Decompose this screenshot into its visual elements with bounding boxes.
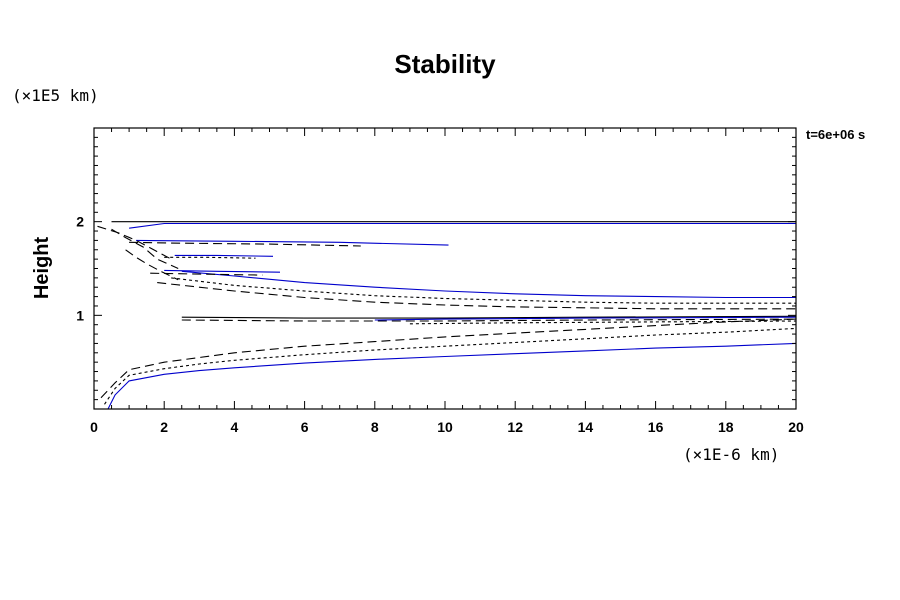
series-line-19 [111, 228, 179, 270]
series-line-9 [374, 316, 797, 321]
x-tick-label: 18 [718, 419, 734, 435]
x-tick-label: 14 [578, 419, 594, 435]
series-line-6 [171, 277, 796, 304]
y-tick-label: 2 [76, 214, 84, 230]
x-axis-units: (×1E-6 km) [683, 445, 779, 464]
series-line-17 [150, 272, 263, 276]
series-line-13 [129, 241, 361, 247]
series-line-12 [136, 239, 449, 246]
x-tick-label: 6 [301, 419, 309, 435]
series-line-1 [129, 222, 796, 229]
x-tick-label: 16 [648, 419, 664, 435]
x-tick-label: 12 [507, 419, 523, 435]
series-line-20 [125, 249, 179, 281]
x-tick-label: 4 [231, 419, 239, 435]
series-line-4 [100, 318, 797, 399]
series-line-18 [97, 225, 172, 260]
x-tick-label: 8 [371, 419, 379, 435]
series-line-15 [164, 256, 256, 259]
series-line-16 [164, 269, 281, 273]
series-line-5 [181, 270, 796, 299]
x-tick-label: 0 [90, 419, 98, 435]
y-axis-label: Height [31, 237, 53, 300]
x-tick-label: 20 [788, 419, 804, 435]
series-line-7 [157, 282, 796, 310]
plot-lines [97, 221, 797, 410]
x-tick-label: 2 [160, 419, 168, 435]
series-line-11 [409, 320, 797, 325]
axis-ticks [93, 127, 797, 410]
y-axis-units: (×1E5 km) [12, 86, 99, 105]
y-tick-label: 1 [76, 307, 84, 323]
series-line-8 [181, 315, 797, 319]
series-line-3 [104, 327, 797, 405]
plot-frame [93, 127, 797, 410]
time-stamp: t=6e+06 s [806, 127, 865, 142]
series-line-10 [181, 318, 797, 322]
series-line-2 [107, 342, 797, 410]
x-tick-label: 10 [437, 419, 453, 435]
series-line-14 [174, 254, 274, 257]
chart-title: Stability [394, 49, 496, 79]
